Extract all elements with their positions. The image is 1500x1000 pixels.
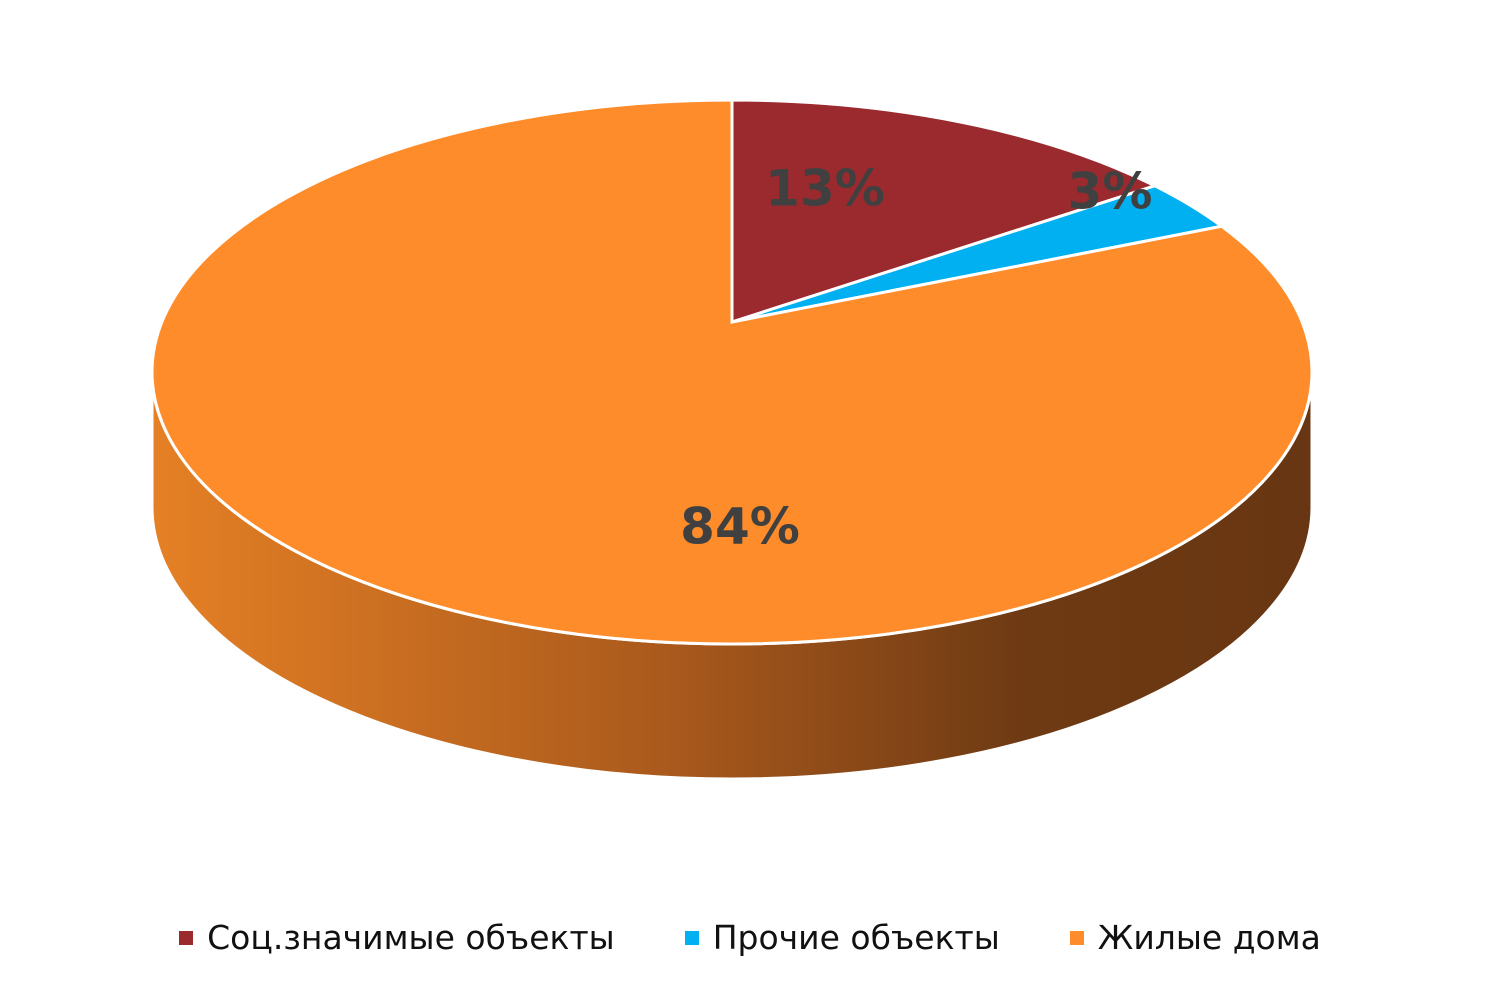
legend-item: Прочие объекты xyxy=(684,918,1000,957)
pie-chart: 13% 3% 84% xyxy=(150,98,1314,781)
legend-label: Жилые дома xyxy=(1097,918,1321,957)
legend-swatch xyxy=(179,930,194,945)
legend-swatch xyxy=(1069,930,1084,945)
legend-label: Прочие объекты xyxy=(712,918,1000,957)
pie-slice xyxy=(150,98,1314,646)
data-label: 13% xyxy=(765,160,885,218)
legend-label: Соц.значимые объекты xyxy=(207,918,615,957)
legend-item: Соц.значимые объекты xyxy=(179,918,615,957)
legend: Соц.значимые объекты Прочие объекты Жилые … xyxy=(0,918,1500,957)
legend-item: Жилые дома xyxy=(1069,918,1321,957)
data-label: 3% xyxy=(1068,163,1153,221)
data-label: 84% xyxy=(680,498,800,556)
pie-slice xyxy=(730,98,1159,325)
legend-swatch xyxy=(684,930,699,945)
